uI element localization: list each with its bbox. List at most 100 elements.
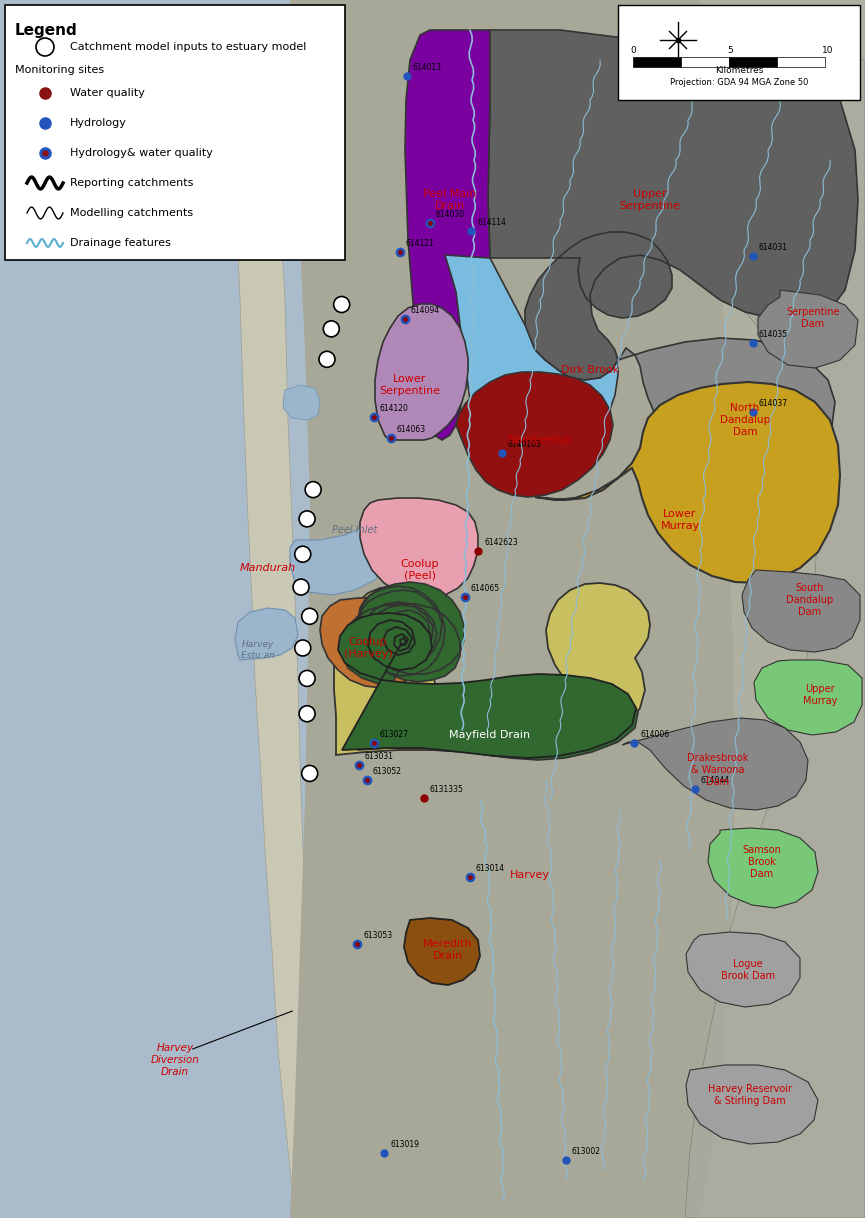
Polygon shape bbox=[360, 498, 478, 598]
Polygon shape bbox=[290, 520, 388, 596]
Text: Reporting catchments: Reporting catchments bbox=[70, 178, 194, 188]
Polygon shape bbox=[754, 660, 862, 734]
Bar bbox=[729, 57, 777, 67]
Text: Drakesbrook
& Waroona
Dam: Drakesbrook & Waroona Dam bbox=[688, 754, 749, 787]
Text: Legend: Legend bbox=[15, 23, 78, 38]
Text: Peel Inlet: Peel Inlet bbox=[332, 525, 378, 535]
Circle shape bbox=[295, 639, 311, 657]
Text: 613014: 613014 bbox=[476, 864, 504, 873]
Text: South
Dandalup
Dam: South Dandalup Dam bbox=[786, 583, 834, 616]
Text: Logue
Brook Dam: Logue Brook Dam bbox=[721, 960, 775, 980]
Polygon shape bbox=[445, 255, 618, 477]
Polygon shape bbox=[700, 0, 865, 1218]
Text: 613027: 613027 bbox=[380, 730, 408, 739]
Circle shape bbox=[319, 351, 335, 368]
Text: Hydrology& water quality: Hydrology& water quality bbox=[70, 149, 213, 158]
Text: Upper
Murray: Upper Murray bbox=[803, 685, 837, 705]
Polygon shape bbox=[0, 0, 280, 1218]
Text: Lower
Serpentine: Lower Serpentine bbox=[380, 374, 440, 396]
Polygon shape bbox=[488, 30, 858, 380]
Text: 614030: 614030 bbox=[436, 209, 465, 219]
Polygon shape bbox=[283, 385, 320, 420]
Text: Projection: GDA 94 MGA Zone 50: Projection: GDA 94 MGA Zone 50 bbox=[670, 78, 808, 86]
Text: 6140103: 6140103 bbox=[508, 440, 541, 449]
Circle shape bbox=[299, 510, 315, 527]
Polygon shape bbox=[686, 1065, 818, 1144]
Polygon shape bbox=[686, 932, 800, 1007]
Text: 614037: 614037 bbox=[759, 398, 788, 408]
Polygon shape bbox=[334, 583, 650, 758]
Text: 614065: 614065 bbox=[471, 583, 500, 593]
Circle shape bbox=[334, 296, 349, 313]
Text: 6142623: 6142623 bbox=[484, 537, 518, 547]
Text: 614120: 614120 bbox=[380, 403, 408, 413]
Text: Meredith
Drain: Meredith Drain bbox=[423, 939, 473, 961]
Text: 614031: 614031 bbox=[759, 242, 787, 252]
Text: Modelling catchments: Modelling catchments bbox=[70, 208, 193, 218]
Circle shape bbox=[299, 705, 315, 722]
Text: 614044: 614044 bbox=[701, 776, 730, 786]
Polygon shape bbox=[622, 717, 808, 810]
Circle shape bbox=[305, 481, 321, 498]
Text: 0: 0 bbox=[630, 46, 636, 55]
Polygon shape bbox=[228, 100, 325, 1218]
Polygon shape bbox=[405, 30, 490, 440]
Text: Water quality: Water quality bbox=[70, 88, 144, 97]
Polygon shape bbox=[456, 371, 613, 497]
Text: Harvey
Diversion
Drain: Harvey Diversion Drain bbox=[151, 1044, 200, 1077]
Text: Drainage features: Drainage features bbox=[70, 238, 171, 248]
Text: 614013: 614013 bbox=[413, 62, 441, 72]
Text: 613019: 613019 bbox=[390, 1140, 419, 1150]
Text: Kilometres: Kilometres bbox=[714, 66, 763, 76]
Text: Dirk Brook: Dirk Brook bbox=[561, 365, 619, 375]
Bar bbox=[618, 5, 860, 100]
Polygon shape bbox=[404, 918, 480, 985]
Bar bbox=[5, 5, 345, 259]
Text: 614035: 614035 bbox=[759, 330, 788, 340]
Text: 5: 5 bbox=[727, 46, 733, 55]
Text: Nambeelup: Nambeelup bbox=[508, 435, 572, 445]
Circle shape bbox=[36, 38, 54, 56]
Text: North
Dandalup
Dam: North Dandalup Dam bbox=[720, 403, 770, 436]
Text: Catchment model inputs to estuary model: Catchment model inputs to estuary model bbox=[70, 41, 306, 52]
Text: 613052: 613052 bbox=[373, 766, 401, 776]
Polygon shape bbox=[338, 613, 636, 758]
Text: 613002: 613002 bbox=[572, 1146, 600, 1156]
Text: 613053: 613053 bbox=[363, 931, 393, 940]
Text: 613031: 613031 bbox=[365, 752, 394, 761]
Polygon shape bbox=[320, 598, 430, 688]
Text: 614094: 614094 bbox=[411, 306, 440, 315]
Text: Mandurah: Mandurah bbox=[240, 563, 296, 572]
Text: Lower
Murray: Lower Murray bbox=[660, 509, 700, 531]
Circle shape bbox=[295, 546, 311, 563]
Text: Coolup
(Harvey): Coolup (Harvey) bbox=[343, 637, 393, 659]
Bar bbox=[681, 57, 729, 67]
Polygon shape bbox=[375, 304, 468, 440]
Text: Peel Main
Drain: Peel Main Drain bbox=[423, 189, 477, 211]
Polygon shape bbox=[708, 828, 818, 907]
Polygon shape bbox=[620, 60, 865, 1218]
Text: Samson
Brook
Dam: Samson Brook Dam bbox=[742, 845, 781, 878]
Circle shape bbox=[299, 670, 315, 687]
Text: 6131335: 6131335 bbox=[430, 784, 464, 794]
Polygon shape bbox=[758, 290, 858, 368]
Text: 10: 10 bbox=[823, 46, 834, 55]
Bar bbox=[777, 57, 825, 67]
Text: Harvey Reservoir
& Stirling Dam: Harvey Reservoir & Stirling Dam bbox=[708, 1084, 792, 1106]
Polygon shape bbox=[290, 0, 865, 1218]
Text: Harvey: Harvey bbox=[510, 870, 550, 879]
Text: Serpentine
Dam: Serpentine Dam bbox=[786, 307, 840, 329]
Circle shape bbox=[293, 579, 309, 596]
Text: Upper
Serpentine: Upper Serpentine bbox=[619, 189, 681, 211]
Text: 614114: 614114 bbox=[477, 218, 506, 228]
Polygon shape bbox=[235, 608, 298, 660]
Text: 614121: 614121 bbox=[406, 239, 434, 248]
Text: 614006: 614006 bbox=[640, 730, 670, 739]
Circle shape bbox=[302, 608, 317, 625]
Bar bbox=[633, 57, 681, 67]
Polygon shape bbox=[742, 570, 860, 652]
Circle shape bbox=[324, 320, 339, 337]
Polygon shape bbox=[535, 382, 840, 583]
Text: Monitoring sites: Monitoring sites bbox=[15, 65, 104, 76]
Text: Hydrology: Hydrology bbox=[70, 118, 127, 128]
